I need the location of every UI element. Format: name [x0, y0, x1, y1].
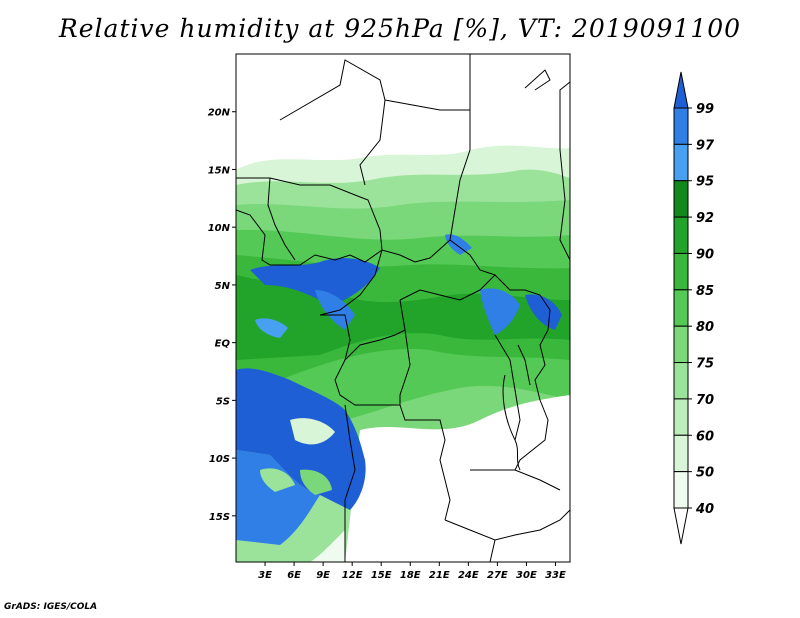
lat-tick-label: EQ — [215, 339, 231, 350]
colorbar-label: 75 — [696, 357, 714, 372]
longitude-axis: 3E 6E 9E 12E 15E 18E 21E 24E 27E 30E 33E — [258, 562, 566, 581]
colorbar-label: 95 — [696, 175, 714, 190]
colorbar-segment — [673, 107, 689, 145]
colorbar-label: 80 — [696, 320, 714, 335]
lat-tick-label: 10N — [208, 223, 231, 234]
colorbar-segment — [673, 434, 689, 473]
colorbar-segment — [673, 216, 689, 254]
lon-tick-label: 3E — [258, 570, 272, 581]
lon-tick-label: 21E — [429, 570, 450, 581]
lon-tick-label: 12E — [342, 570, 363, 581]
lon-tick-label: 15E — [371, 570, 392, 581]
lon-tick-label: 30E — [516, 570, 537, 581]
lat-tick-label: 20N — [208, 108, 231, 119]
colorbar-label: 99 — [696, 102, 714, 117]
colorbar-segment — [673, 362, 689, 400]
latitude-axis: 20N 15N 10N 5N EQ 5S 10S 15S — [208, 108, 236, 523]
lon-tick-label: 24E — [458, 570, 479, 581]
lat-tick-label: 5S — [216, 396, 230, 407]
lat-tick-label: 10S — [209, 454, 230, 465]
colorbar-segment — [673, 471, 689, 509]
colorbar-label: 85 — [696, 284, 714, 299]
colorbar-segment — [673, 252, 689, 291]
colorbar-segment — [673, 143, 689, 182]
colorbar-label: 92 — [696, 211, 714, 226]
grads-credit: GrADS: IGES/COLA — [4, 602, 98, 612]
colorbar-label: 60 — [696, 429, 714, 444]
humidity-field — [236, 54, 570, 562]
lon-tick-label: 18E — [400, 570, 421, 581]
map-title: Relative humidity at 925hPa [%], VT: 201… — [58, 14, 742, 43]
lon-tick-label: 27E — [487, 570, 508, 581]
colorbar-label: 70 — [696, 393, 714, 408]
lon-tick-label: 6E — [287, 570, 301, 581]
colorbar-top-arrow — [673, 71, 689, 109]
lon-tick-label: 33E — [545, 570, 566, 581]
colorbar-segment — [673, 325, 689, 364]
colorbar-label: 97 — [696, 138, 715, 153]
lat-tick-label: 15S — [209, 512, 230, 523]
colorbar: 99 97 95 92 90 85 80 75 70 60 50 40 — [673, 71, 715, 545]
lat-tick-label: 5N — [215, 281, 231, 292]
lat-tick-label: 15N — [208, 165, 231, 176]
colorbar-bottom-arrow — [673, 507, 689, 545]
colorbar-segment — [673, 398, 689, 436]
lon-tick-label: 9E — [316, 570, 330, 581]
colorbar-segment — [673, 289, 689, 327]
country-borders — [236, 54, 570, 562]
colorbar-label: 40 — [695, 502, 714, 517]
colorbar-label: 90 — [696, 247, 714, 262]
colorbar-label: 50 — [696, 466, 714, 481]
colorbar-segment — [673, 180, 689, 218]
map-frame — [235, 53, 571, 563]
